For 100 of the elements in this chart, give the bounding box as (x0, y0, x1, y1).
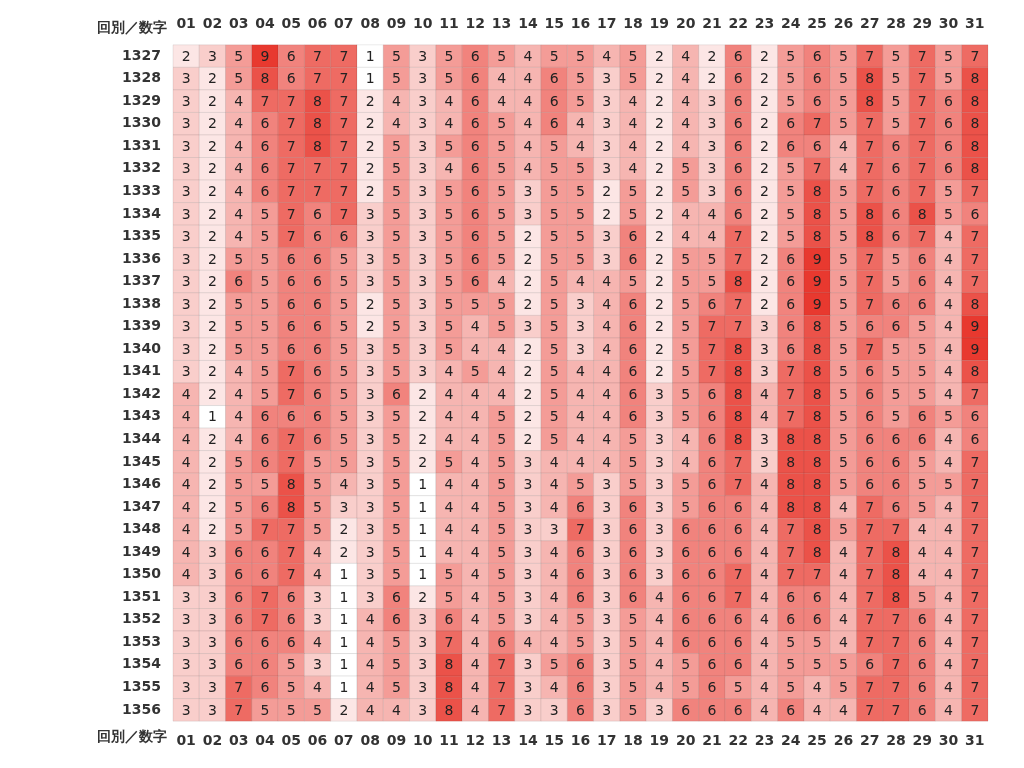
data-label: 6 (549, 115, 559, 132)
data-label: 5 (681, 385, 691, 402)
category-label: 17 (597, 15, 617, 32)
y-tick-label: 1345 (122, 452, 161, 469)
data-label: 5 (549, 656, 559, 673)
data-label: 5 (234, 70, 244, 87)
data-label: 5 (944, 476, 954, 493)
data-label: 7 (970, 566, 980, 583)
data-label: 5 (549, 137, 559, 154)
data-label: 4 (523, 160, 533, 177)
data-label: 6 (917, 408, 927, 425)
data-label: 3 (365, 566, 375, 583)
data-label: 4 (944, 385, 954, 402)
data-label: 4 (944, 588, 954, 605)
data-label: 6 (707, 453, 717, 470)
data-label: 5 (628, 47, 638, 64)
data-label: 5 (917, 498, 927, 515)
data-label: 7 (970, 47, 980, 64)
data-label: 3 (365, 431, 375, 448)
data-label: 6 (733, 521, 743, 538)
data-label: 5 (707, 273, 717, 290)
data-label: 4 (944, 701, 954, 718)
data-label: 5 (812, 656, 822, 673)
data-label: 5 (681, 318, 691, 335)
data-label: 6 (470, 70, 480, 87)
data-label: 5 (628, 431, 638, 448)
data-label: 4 (944, 228, 954, 245)
data-label: 5 (260, 701, 270, 718)
data-label: 5 (917, 453, 927, 470)
data-label: 5 (260, 228, 270, 245)
data-label: 2 (365, 92, 375, 109)
data-label: 6 (786, 137, 796, 154)
data-label: 4 (470, 340, 480, 357)
data-label: 7 (970, 701, 980, 718)
data-label: 7 (260, 588, 270, 605)
data-label: 2 (760, 70, 769, 87)
data-label: 6 (917, 633, 927, 650)
data-label: 4 (497, 92, 507, 109)
category-label: 28 (886, 15, 906, 32)
data-label: 3 (365, 521, 375, 538)
data-label: 4 (444, 115, 454, 132)
data-label: 3 (523, 656, 533, 673)
data-label: 6 (786, 318, 796, 335)
data-label: 2 (207, 92, 217, 109)
data-label: 6 (707, 498, 717, 515)
x-tick-label: 05 (281, 732, 302, 749)
data-label: 6 (576, 588, 586, 605)
data-label: 7 (970, 588, 980, 605)
data-label: 2 (365, 137, 375, 154)
data-label: 6 (286, 295, 296, 312)
data-label: 4 (628, 137, 638, 154)
data-label: 4 (470, 588, 480, 605)
data-label: 3 (418, 340, 428, 357)
data-label: 5 (681, 295, 691, 312)
data-label: 7 (865, 137, 875, 154)
data-label: 6 (707, 385, 717, 402)
data-label: 1 (365, 47, 375, 64)
data-label: 6 (786, 295, 796, 312)
data-label: 5 (838, 340, 848, 357)
data-label: 7 (970, 250, 980, 267)
data-label: 3 (365, 385, 375, 402)
data-label: 4 (760, 656, 770, 673)
category-label: 05 (281, 15, 302, 32)
data-label: 6 (313, 340, 323, 357)
data-label: 6 (391, 588, 401, 605)
data-label: 8 (733, 431, 743, 448)
data-label: 5 (838, 250, 848, 267)
data-label: 3 (365, 273, 375, 290)
data-label: 3 (418, 633, 428, 650)
data-label: 3 (365, 228, 375, 245)
data-label: 2 (418, 453, 428, 470)
data-label: 4 (444, 498, 454, 515)
data-label: 5 (260, 205, 270, 222)
data-label: 6 (917, 295, 927, 312)
data-label: 6 (944, 160, 954, 177)
x-tick-label: 06 (307, 732, 328, 749)
data-label: 3 (602, 588, 612, 605)
x-tick-label: 24 (781, 732, 801, 749)
data-label: 5 (497, 250, 507, 267)
data-label: 3 (207, 633, 217, 650)
data-label: 8 (970, 137, 980, 154)
data-label: 4 (497, 273, 507, 290)
data-label: 4 (760, 701, 770, 718)
data-label: 6 (917, 701, 927, 718)
data-label: 3 (207, 679, 217, 696)
data-label: 5 (944, 70, 954, 87)
data-label: 8 (970, 70, 980, 87)
data-label: 7 (786, 408, 796, 425)
data-label: 5 (786, 633, 796, 650)
data-label: 6 (944, 115, 954, 132)
data-label: 5 (444, 273, 454, 290)
data-label: 5 (339, 431, 349, 448)
data-label: 6 (260, 115, 270, 132)
data-label: 3 (523, 205, 533, 222)
data-label: 4 (523, 92, 533, 109)
data-label: 8 (891, 588, 901, 605)
data-label: 5 (234, 47, 244, 64)
data-label: 6 (470, 92, 480, 109)
data-label: 6 (313, 408, 323, 425)
data-label: 3 (339, 498, 349, 515)
